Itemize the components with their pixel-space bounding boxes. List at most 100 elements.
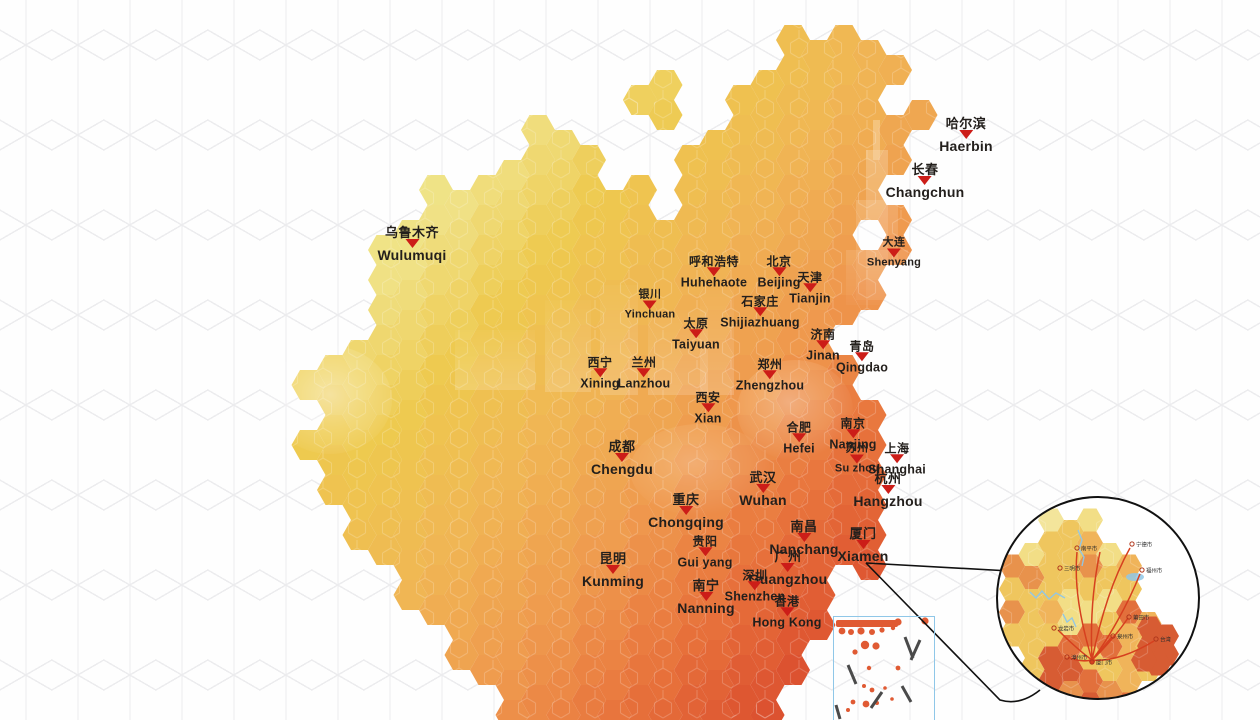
- magnifier-city-node[interactable]: 龙岩市: [1051, 625, 1075, 633]
- magnifier-city-node[interactable]: 莆田市: [1126, 614, 1150, 622]
- city-label-huhehaote[interactable]: 呼和浩特 Huhehaote: [681, 255, 747, 289]
- city-label-hefei[interactable]: 合肥 Hefei: [783, 421, 815, 455]
- city-label-zhengzhou[interactable]: 郑州 Zhengzhou: [736, 358, 804, 392]
- hex-tile-shade: [648, 280, 683, 310]
- hex-tile-shade: [495, 340, 530, 370]
- city-name-cn: 香港: [774, 594, 800, 609]
- hex-tile-shade: [521, 265, 555, 295]
- magnifier-city-node[interactable]: 三明市: [1057, 565, 1081, 573]
- hex-tile-shade: [368, 295, 402, 325]
- hex-tile-shade: [648, 220, 683, 250]
- hex-tile-shade: [648, 610, 683, 640]
- city-label-nanjing[interactable]: 南京 Nanjing: [829, 417, 876, 451]
- city-label-guangzhou[interactable]: 广州 Guangzhou: [749, 550, 828, 586]
- hex-tile-shade: [827, 25, 861, 55]
- hex-tile-shade: [674, 685, 708, 715]
- hex-tile-shade: [801, 460, 836, 490]
- map-pin-marker-icon: [779, 607, 794, 617]
- city-label-haerbin[interactable]: 哈尔滨 Haerbin: [939, 117, 993, 153]
- hex-tile-shade: [699, 370, 734, 400]
- magnifier-hex-tile-shade: [1097, 704, 1123, 720]
- city-label-lanzhou[interactable]: 兰州 Lanzhou: [618, 356, 671, 390]
- hex-tile-shade: [495, 490, 530, 520]
- city-name-cn: 银川: [638, 288, 662, 301]
- hex-tile-shade: [699, 160, 734, 190]
- magnifier-city-node[interactable]: 南平市: [1074, 545, 1098, 553]
- magnifier-hex-tile-shade: [1038, 600, 1064, 624]
- magnifier-city-node[interactable]: 台湾: [1153, 636, 1171, 644]
- city-label-shijiazhuang[interactable]: 石家庄 Shijiazhuang: [720, 295, 800, 329]
- city-label-nanning[interactable]: 南宁 Nanning: [677, 579, 734, 615]
- hex-tile-shade: [393, 520, 428, 550]
- hex-tile-shade: [368, 355, 402, 385]
- hex-tile-shade: [776, 295, 810, 325]
- city-label-chongqing[interactable]: 重庆 Chongqing: [648, 493, 724, 529]
- city-label-qingdao[interactable]: 青岛 Qingdao: [836, 340, 888, 374]
- magnifier-hex-tile: [1058, 704, 1084, 720]
- hex-tile-shade: [317, 385, 351, 415]
- hex-tile-shade: [495, 310, 530, 340]
- city-name-cn: 哈尔滨: [945, 116, 987, 131]
- hex-tile-shade: [776, 55, 810, 85]
- magnifier-hex-tile-shade: [1077, 531, 1103, 555]
- hex-tile-shade: [852, 40, 887, 70]
- hex-tile-shade: [444, 340, 479, 370]
- city-label-wuhan[interactable]: 武汉 Wuhan: [739, 471, 786, 507]
- city-label-taiyuan[interactable]: 太原 Taiyuan: [672, 317, 720, 351]
- city-label-jinan[interactable]: 济南 Jinan: [806, 328, 840, 362]
- city-label-tianjin[interactable]: 天津 Tianjin: [789, 271, 830, 305]
- hex-tile-shade: [444, 250, 479, 280]
- hex-tile-shade: [470, 415, 504, 445]
- city-label-xiamen[interactable]: 厦门 Xiamen: [838, 527, 889, 563]
- magnifier-hex-tile-shade: [1077, 600, 1103, 624]
- city-name-pinyin: Beijing: [757, 275, 801, 290]
- city-label-xining[interactable]: 西宁 Xining: [580, 356, 619, 390]
- magnifier-city-node[interactable]: 厦门市: [1089, 659, 1113, 667]
- city-label-kunming[interactable]: 昆明 Kunming: [582, 552, 644, 588]
- city-label-nanchang[interactable]: 南昌 Nanchang: [769, 520, 838, 556]
- city-name-pinyin: Gui yang: [677, 555, 733, 570]
- city-label-gui-yang[interactable]: 贵阳 Gui yang: [677, 535, 732, 569]
- city-label-yinchuan[interactable]: 银川 Yinchuan: [625, 288, 676, 321]
- hex-tile-shade: [725, 355, 759, 385]
- magnifier-city-node[interactable]: 福州市: [1139, 567, 1163, 575]
- hex-tile-shade: [291, 370, 326, 400]
- city-label-wulumuqi[interactable]: 乌鲁木齐 Wulumuqi: [378, 226, 447, 262]
- city-name-pinyin: Su zhou: [834, 462, 880, 475]
- hex-tile-shade: [827, 445, 861, 475]
- hex-tile-shade: [674, 355, 708, 385]
- magnifier-city-node[interactable]: 宁德市: [1129, 541, 1153, 549]
- hex-tile-shade: [648, 250, 683, 280]
- city-name-pinyin: Shenyang: [866, 256, 922, 269]
- hex-tile-shade: [827, 475, 861, 505]
- city-name-cn: 苏州: [845, 442, 869, 455]
- city-label-su-zhou[interactable]: 苏州 Su zhou: [834, 442, 880, 475]
- city-label-shenyang[interactable]: 大连 Shenyang: [866, 237, 922, 269]
- city-name-pinyin: Wulumuqi: [377, 247, 447, 263]
- hex-tile-shade: [342, 430, 377, 460]
- magnifier-city-node[interactable]: 漳州市: [1064, 654, 1088, 662]
- city-label-xian[interactable]: 西安 Xian: [694, 391, 721, 425]
- hex-tile-shade: [725, 325, 759, 355]
- hex-tile-shade: [801, 160, 836, 190]
- city-label-shanghai[interactable]: 上海 Shanghai: [868, 442, 926, 476]
- magnifier-hex-tile-shade: [1116, 554, 1142, 578]
- hex-tile-shade: [750, 520, 785, 550]
- hex-tile-shade: [852, 130, 887, 160]
- city-label-shenzhen[interactable]: 深圳 Shenzhen: [725, 569, 786, 603]
- city-label-changchun[interactable]: 长春 Changchun: [886, 163, 965, 199]
- magnifier-city-node[interactable]: 泉州市: [1110, 633, 1134, 641]
- hex-tile-shade: [674, 415, 708, 445]
- city-label-chengdu[interactable]: 成都 Chengdu: [591, 440, 653, 476]
- hex-tile-shade: [546, 610, 581, 640]
- hex-tile-shade: [419, 385, 453, 415]
- city-name-cn: 南宁: [692, 578, 720, 593]
- hex-tile-shade: [801, 100, 836, 130]
- map-pin-marker-icon: [855, 352, 869, 362]
- city-label-hangzhou[interactable]: 杭州 Hangzhou: [853, 472, 922, 508]
- city-label-hong-kong[interactable]: 香港 Hong Kong: [752, 595, 821, 629]
- hex-tile-shade: [546, 280, 581, 310]
- city-label-beijing[interactable]: 北京 Beijing: [757, 255, 800, 289]
- hex-tile-shade: [648, 580, 683, 610]
